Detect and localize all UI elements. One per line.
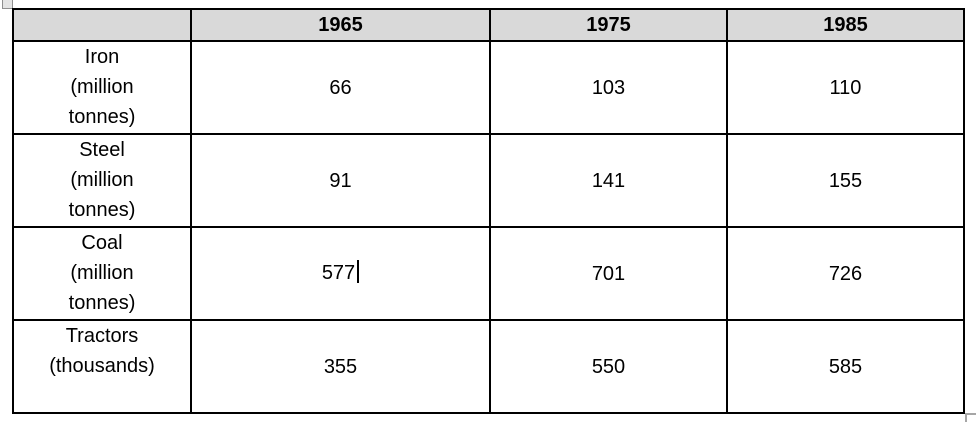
- table-row-coal: Coal (million tonnes) 577 701 726: [12, 226, 965, 321]
- cell-tractors-1985[interactable]: 585: [726, 319, 965, 414]
- table-resize-handle-icon[interactable]: [965, 413, 976, 422]
- production-data-table: 1965 1975 1985 Iron (million tonnes) 66 …: [12, 8, 965, 414]
- header-cell-1975[interactable]: 1975: [489, 8, 728, 42]
- table-corner-handle-icon[interactable]: [2, 0, 13, 9]
- row-label-tractors[interactable]: Tractors (thousands): [12, 319, 192, 414]
- table-row-steel: Steel (million tonnes) 91 141 155: [12, 133, 965, 228]
- row-label-coal[interactable]: Coal (million tonnes): [12, 226, 192, 321]
- header-cell-1985[interactable]: 1985: [726, 8, 965, 42]
- cell-iron-1965[interactable]: 66: [190, 40, 491, 135]
- cell-iron-1975[interactable]: 103: [489, 40, 728, 135]
- table-row-tractors: Tractors (thousands) 355 550 585: [12, 319, 965, 414]
- cell-coal-1965-value: 577: [321, 261, 356, 284]
- cell-tractors-1975[interactable]: 550: [489, 319, 728, 414]
- table-row-iron: Iron (million tonnes) 66 103 110: [12, 40, 965, 135]
- text-cursor-caret: [357, 260, 360, 283]
- row-label-iron[interactable]: Iron (million tonnes): [12, 40, 192, 135]
- row-label-steel[interactable]: Steel (million tonnes): [12, 133, 192, 228]
- cell-steel-1965[interactable]: 91: [190, 133, 491, 228]
- cell-steel-1975[interactable]: 141: [489, 133, 728, 228]
- cell-iron-1985[interactable]: 110: [726, 40, 965, 135]
- table-header-row: 1965 1975 1985: [12, 8, 965, 42]
- header-cell-1965[interactable]: 1965: [190, 8, 491, 42]
- cell-coal-1985[interactable]: 726: [726, 226, 965, 321]
- cell-tractors-1965[interactable]: 355: [190, 319, 491, 414]
- cell-coal-1975[interactable]: 701: [489, 226, 728, 321]
- header-cell-empty[interactable]: [12, 8, 192, 42]
- cell-steel-1985[interactable]: 155: [726, 133, 965, 228]
- cell-coal-1965[interactable]: 577: [190, 226, 491, 321]
